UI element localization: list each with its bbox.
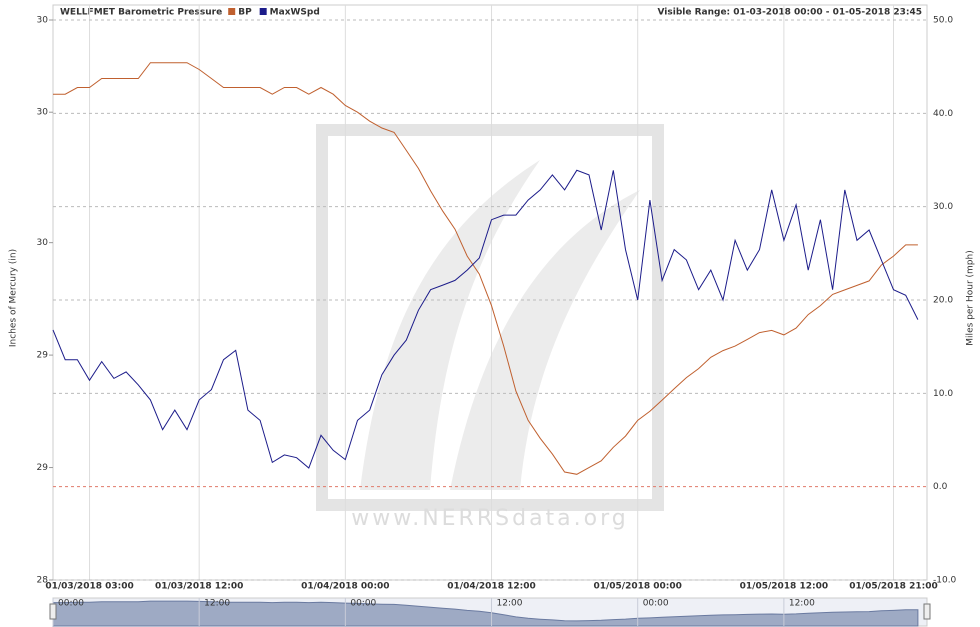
y-axis-label: Inches of Mercury (in) bbox=[9, 249, 19, 347]
y2-tick-label: 50.0 bbox=[933, 16, 953, 26]
y-tick-label: 30 bbox=[37, 238, 49, 248]
y2-tick-label: 10.0 bbox=[933, 389, 953, 399]
y-tick-label: 29 bbox=[37, 463, 49, 473]
navigator-handle-left[interactable] bbox=[49, 603, 57, 620]
navigator-label: 00:00 bbox=[643, 599, 669, 609]
navigator-label: 12:00 bbox=[204, 599, 230, 609]
x-tick-label: 01/04/2018 00:00 bbox=[301, 582, 389, 592]
x-tick-label: 01/05/2018 00:00 bbox=[593, 582, 681, 592]
navigator-label: 00:00 bbox=[350, 599, 376, 609]
y2-tick-label: 0.0 bbox=[933, 482, 948, 492]
y2-tick-label: -10.0 bbox=[933, 576, 957, 586]
legend-swatch bbox=[259, 8, 267, 15]
legend-swatch bbox=[228, 8, 236, 15]
navigator-handle-right[interactable] bbox=[923, 603, 931, 620]
legend-label: MaxWSpd bbox=[270, 8, 320, 18]
y-tick-label: 28 bbox=[37, 576, 49, 586]
x-tick-label: 01/03/2018 12:00 bbox=[155, 582, 243, 592]
y2-tick-label: 30.0 bbox=[933, 202, 953, 212]
y-tick-label: 30 bbox=[37, 16, 49, 26]
x-tick-label: 01/05/2018 12:00 bbox=[740, 582, 828, 592]
navigator-label: 00:00 bbox=[58, 599, 84, 609]
chart-title: WELLFMET Barometric Pressure bbox=[60, 8, 222, 18]
y2-tick-label: 20.0 bbox=[933, 296, 953, 306]
x-tick-label: 01/04/2018 12:00 bbox=[447, 582, 535, 592]
y2-axis-label: Miles per Hour (mph) bbox=[966, 250, 976, 345]
y-tick-label: 29 bbox=[37, 351, 49, 361]
watermark: www.NERRSdata.org bbox=[351, 506, 628, 531]
visible-range: Visible Range: 01-03-2018 00:00 - 01-05-… bbox=[658, 8, 923, 18]
plot-area bbox=[52, 4, 928, 581]
x-tick-label: 01/03/2018 03:00 bbox=[45, 582, 133, 592]
navigator-label: 12:00 bbox=[789, 599, 815, 609]
watermark-frame bbox=[316, 124, 664, 511]
navigator-label: 12:00 bbox=[497, 599, 523, 609]
y-tick-label: 30 bbox=[37, 108, 49, 118]
legend-label: BP bbox=[238, 8, 252, 18]
y2-tick-label: 40.0 bbox=[933, 109, 953, 119]
x-tick-label: 01/05/2018 21:00 bbox=[849, 582, 937, 592]
series-line bbox=[52, 169, 919, 469]
series-line bbox=[53, 62, 918, 475]
